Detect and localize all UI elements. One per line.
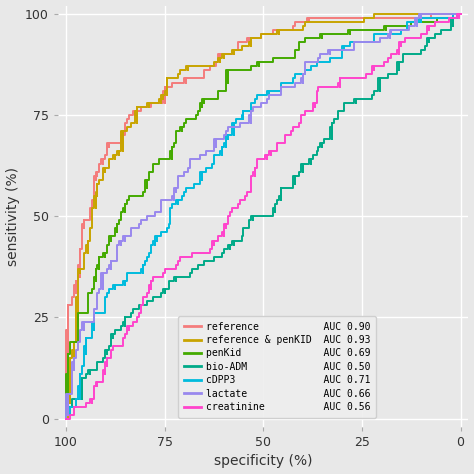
X-axis label: specificity (%): specificity (%) bbox=[214, 455, 312, 468]
Y-axis label: sensitivity (%): sensitivity (%) bbox=[6, 167, 19, 266]
Legend: reference           AUC 0.90, reference & penKID  AUC 0.93, penKid              : reference AUC 0.90, reference & penKID A… bbox=[178, 316, 376, 418]
